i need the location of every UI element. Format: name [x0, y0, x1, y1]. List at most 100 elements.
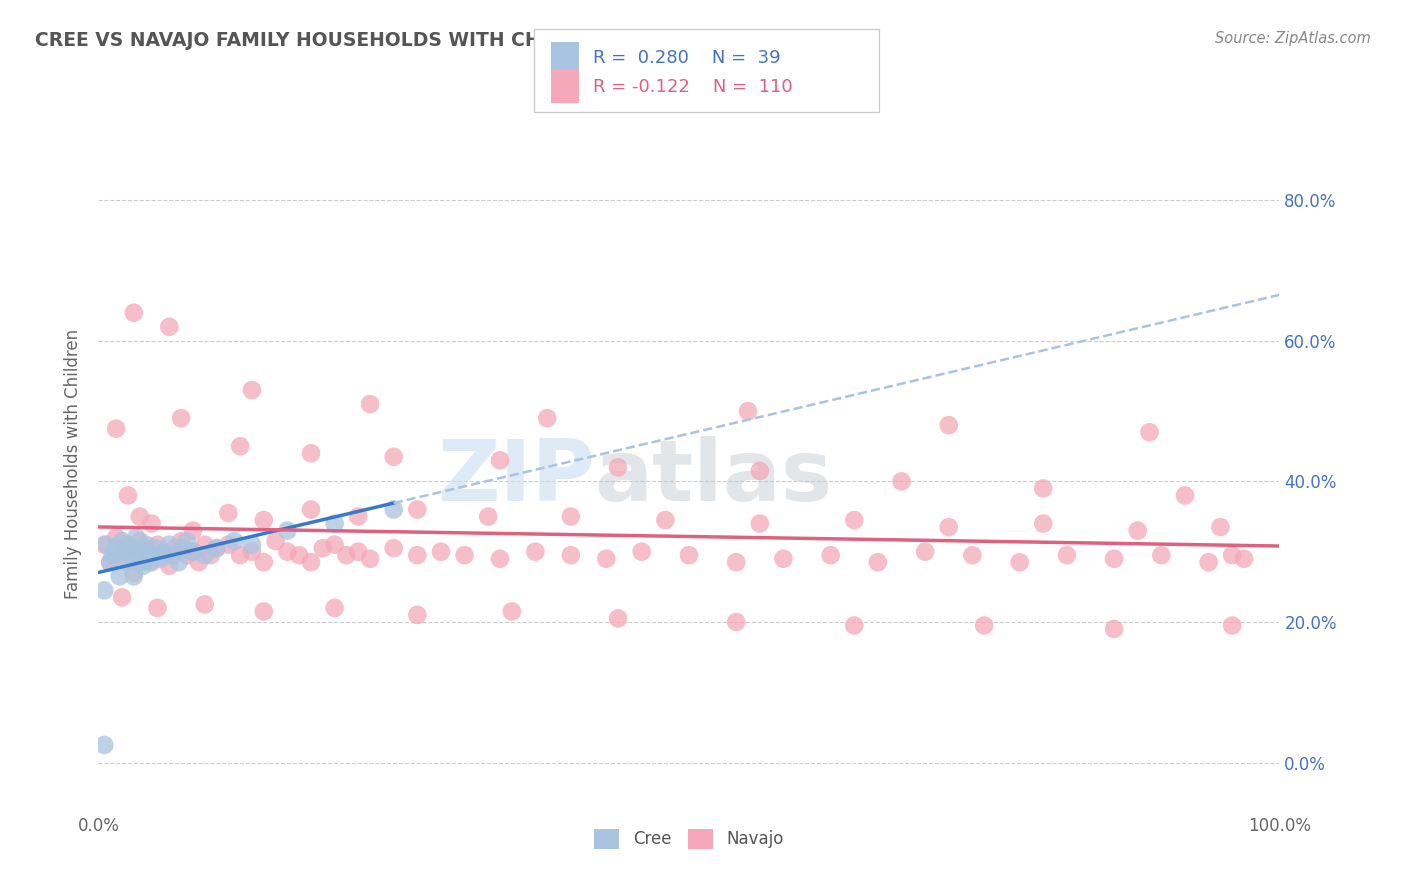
Point [253, 555, 276, 569]
Point [111, 591, 134, 605]
Point [157, 558, 180, 573]
Point [335, 548, 357, 562]
Point [524, 544, 547, 558]
Point [194, 598, 217, 612]
Point [748, 516, 770, 531]
Point [938, 520, 960, 534]
Point [229, 439, 252, 453]
Point [136, 544, 159, 558]
Point [406, 607, 429, 622]
Point [93, 583, 115, 598]
Point [1198, 555, 1220, 569]
Point [167, 555, 190, 569]
Point [1233, 551, 1256, 566]
Point [146, 548, 169, 562]
Point [560, 509, 582, 524]
Point [1056, 548, 1078, 562]
Point [1102, 622, 1125, 636]
Point [1032, 482, 1054, 496]
Point [264, 534, 287, 549]
Text: atlas: atlas [595, 436, 832, 519]
Point [128, 555, 150, 569]
Point [181, 544, 204, 558]
Point [96, 538, 118, 552]
Point [205, 541, 228, 556]
Point [406, 502, 429, 516]
Point [1150, 548, 1173, 562]
Point [1220, 548, 1243, 562]
Point [150, 551, 173, 566]
Point [240, 544, 263, 558]
Point [382, 502, 405, 516]
Point [93, 538, 115, 552]
Point [536, 411, 558, 425]
Point [276, 544, 298, 558]
Point [111, 548, 134, 562]
Point [141, 516, 163, 531]
Point [844, 618, 866, 632]
Point [170, 411, 193, 425]
Point [122, 541, 145, 556]
Point [299, 446, 322, 460]
Point [359, 551, 381, 566]
Point [288, 548, 311, 562]
Point [187, 555, 209, 569]
Point [607, 611, 630, 625]
Point [240, 538, 263, 552]
Point [98, 555, 121, 569]
Point [157, 319, 180, 334]
Point [489, 453, 512, 467]
Point [253, 604, 276, 618]
Point [157, 538, 180, 552]
Point [194, 548, 217, 562]
Point [630, 544, 652, 558]
Point [737, 404, 759, 418]
Point [772, 551, 794, 566]
Text: R = -0.122    N =  110: R = -0.122 N = 110 [593, 78, 793, 95]
Point [962, 548, 984, 562]
Point [146, 601, 169, 615]
Point [181, 524, 204, 538]
Point [276, 524, 298, 538]
Point [205, 541, 228, 556]
Point [170, 534, 193, 549]
Point [135, 544, 157, 558]
Point [122, 566, 145, 580]
Point [128, 534, 150, 549]
Text: Source: ZipAtlas.com: Source: ZipAtlas.com [1215, 31, 1371, 46]
Point [866, 555, 889, 569]
Point [141, 555, 163, 569]
Point [973, 618, 995, 632]
Point [477, 509, 499, 524]
Point [217, 538, 239, 552]
Point [1102, 551, 1125, 566]
Point [595, 551, 617, 566]
Point [489, 551, 512, 566]
Point [98, 555, 121, 569]
Point [117, 541, 139, 556]
Point [382, 541, 405, 556]
Point [128, 509, 150, 524]
Point [299, 555, 322, 569]
Point [132, 558, 155, 573]
Point [217, 506, 239, 520]
Point [1209, 520, 1232, 534]
Point [323, 538, 346, 552]
Point [122, 569, 145, 583]
Point [240, 383, 263, 397]
Point [105, 422, 128, 436]
Point [117, 538, 139, 552]
Point [938, 418, 960, 433]
Point [152, 548, 174, 562]
Point [135, 538, 157, 552]
Point [224, 534, 246, 549]
Y-axis label: Family Households with Children: Family Households with Children [65, 329, 83, 599]
Point [138, 555, 160, 569]
Point [146, 538, 169, 552]
Point [1008, 555, 1031, 569]
Point [1220, 618, 1243, 632]
Point [108, 569, 131, 583]
Point [1139, 425, 1161, 440]
Point [105, 541, 128, 556]
Point [121, 548, 143, 562]
